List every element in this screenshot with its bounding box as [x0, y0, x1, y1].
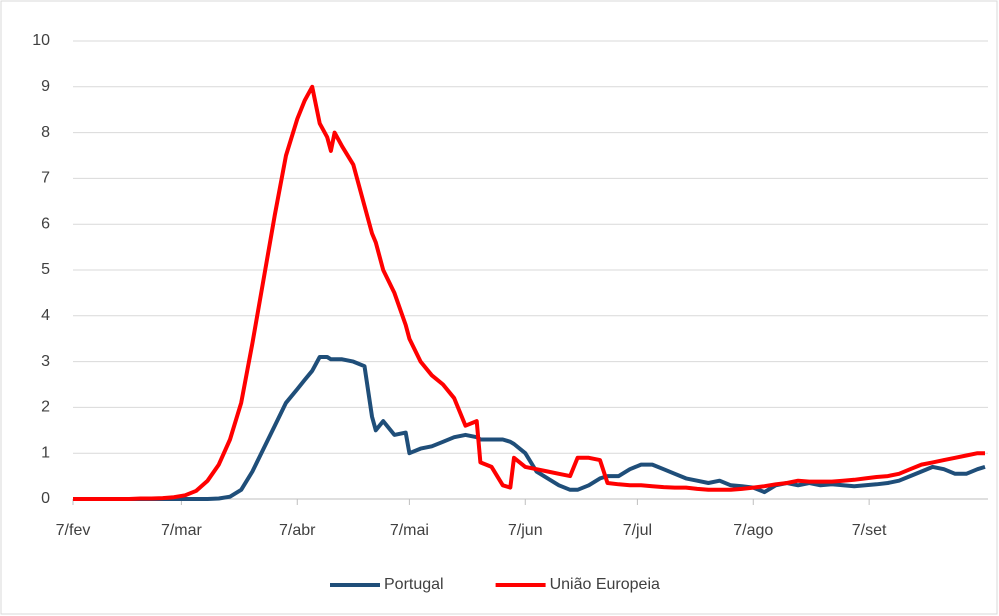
x-tick-label: 7/mar: [161, 522, 203, 539]
x-tick-label: 7/ago: [733, 522, 773, 539]
series-line: [73, 355, 986, 501]
y-tick-label: 5: [41, 261, 50, 278]
y-tick-label: 8: [41, 124, 50, 141]
legend-label: Portugal: [384, 576, 444, 593]
x-tick-label: 7/jun: [508, 522, 543, 539]
x-tick-label: 7/jul: [623, 522, 652, 539]
x-tick-label: 7/mai: [390, 522, 429, 539]
y-tick-label: 3: [41, 353, 50, 370]
y-tick-label: 0: [41, 490, 50, 507]
series-line: [73, 84, 985, 501]
legend-label: União Europeia: [550, 576, 660, 593]
x-tick-label: 7/set: [852, 522, 887, 539]
y-tick-label: 7: [41, 170, 50, 187]
y-tick-label: 4: [41, 307, 50, 324]
x-tick-label: 7/fev: [56, 522, 91, 539]
y-tick-label: 2: [41, 399, 50, 416]
y-tick-label: 6: [41, 215, 50, 232]
y-tick-label: 9: [41, 78, 50, 95]
y-tick-label: 10: [32, 32, 50, 49]
x-tick-label: 7/abr: [279, 522, 316, 539]
y-tick-label: 1: [41, 444, 50, 461]
